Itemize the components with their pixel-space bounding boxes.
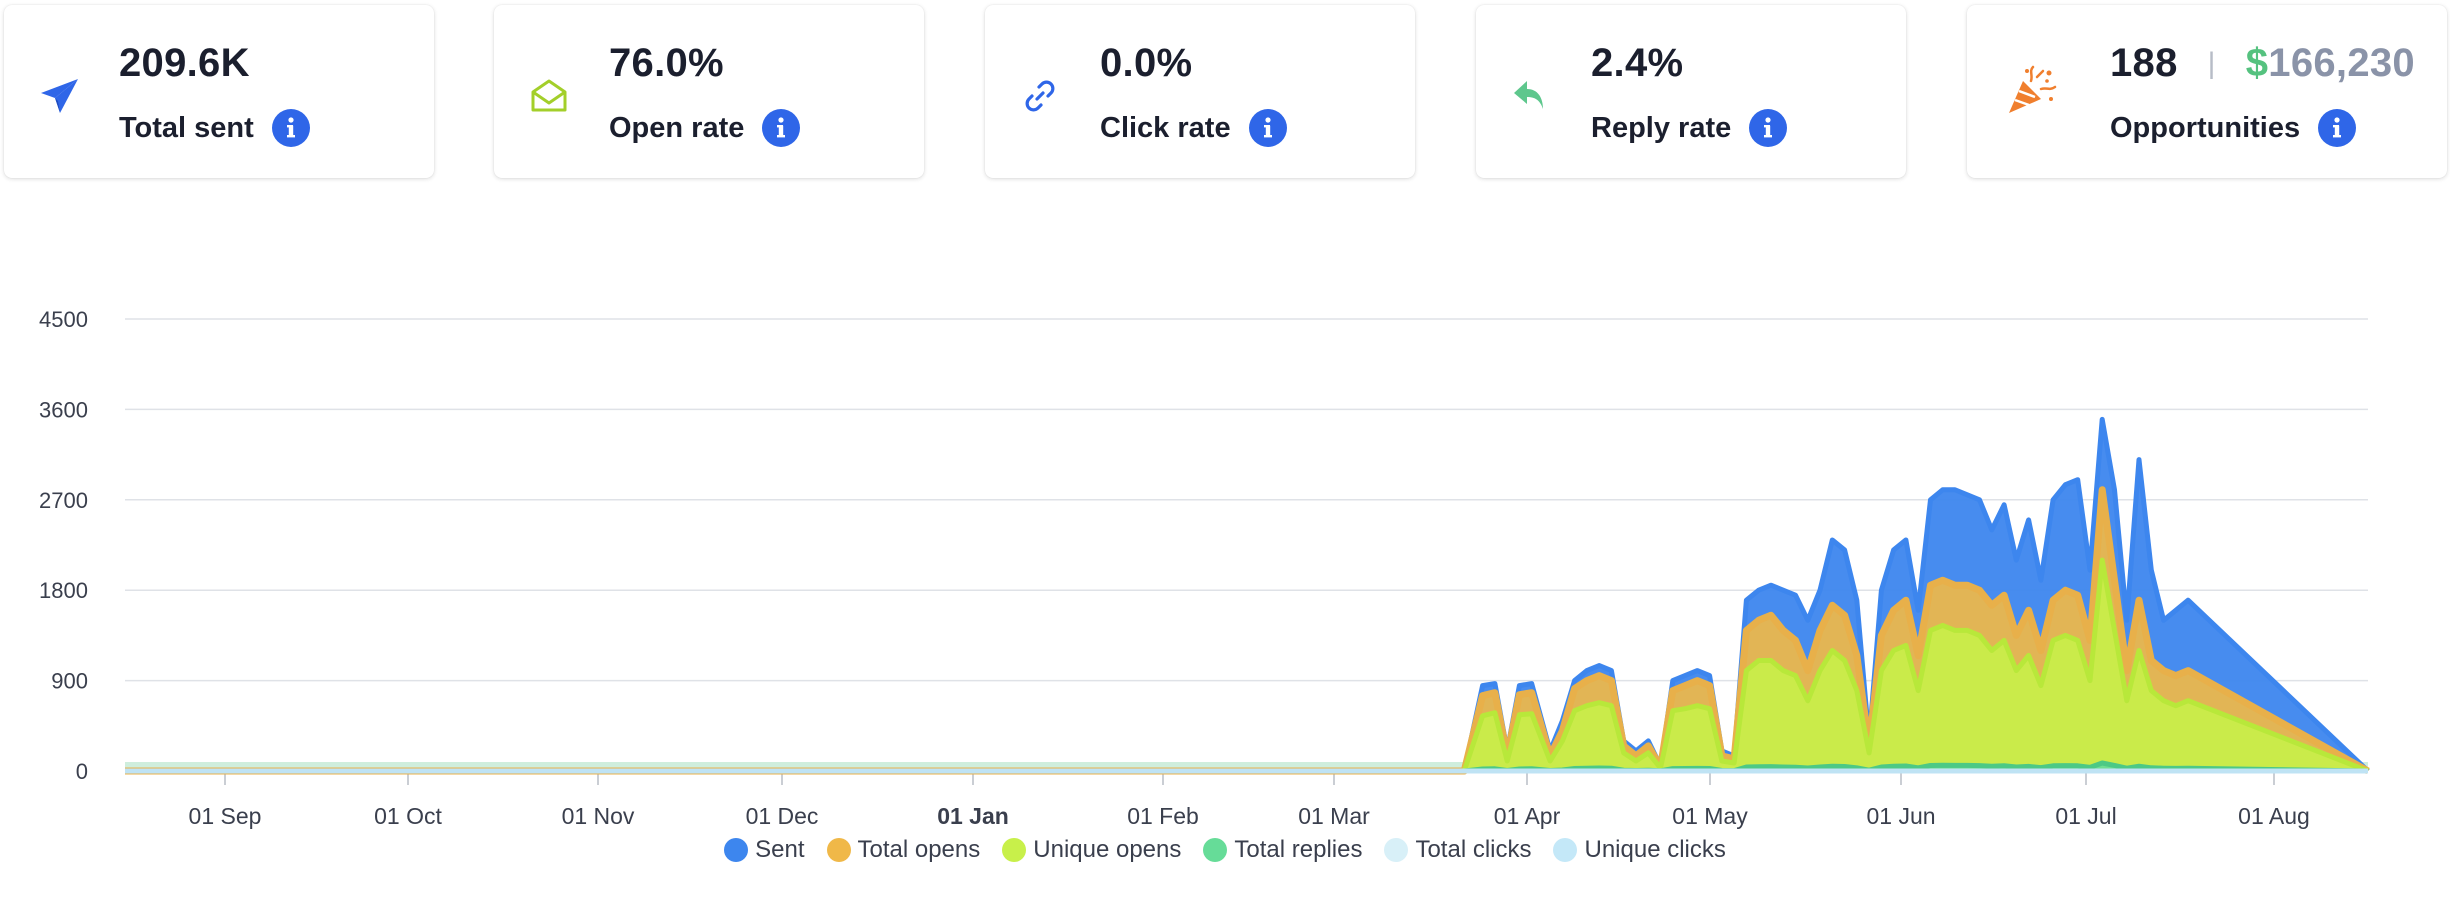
legend-label: Total opens — [857, 836, 981, 863]
currency-symbol: $ — [2245, 41, 2269, 85]
x-tick-label: 01 Mar — [1298, 803, 1370, 829]
legend-dot-total-clicks — [1384, 838, 1409, 862]
info-icon[interactable] — [1749, 109, 1788, 147]
legend-item-unique-clicks[interactable]: Unique clicks — [1553, 836, 1726, 864]
stat-card-click-rate: 0.0% Click rate — [985, 5, 1415, 178]
amount-value: 166,230 — [2268, 41, 2415, 85]
stat-label: Total sent — [119, 111, 254, 144]
stat-value: 0.0% — [1100, 41, 1193, 85]
chart-legend: Sent Total opens Unique opens Total repl… — [0, 836, 2450, 864]
x-tick-label: 01 Feb — [1127, 803, 1199, 829]
legend-dot-unique-opens — [1002, 838, 1027, 862]
y-tick-label: 2700 — [39, 488, 88, 513]
x-tick-label: 01 Aug — [2238, 803, 2310, 829]
stat-value: 209.6K — [119, 41, 250, 85]
legend-item-total-replies[interactable]: Total replies — [1203, 836, 1362, 864]
stat-label: Reply rate — [1591, 111, 1732, 144]
x-tick-label: 01 Dec — [746, 803, 819, 829]
y-tick-label: 900 — [51, 669, 88, 694]
stat-card-open-rate: 76.0% Open rate — [494, 5, 924, 178]
legend-item-total-opens[interactable]: Total opens — [826, 836, 981, 864]
stat-value: 76.0% — [609, 41, 724, 85]
reply-arrow-icon — [1508, 73, 1554, 119]
stat-label-row: Opportunities — [2110, 109, 2357, 147]
stat-label-row: Reply rate — [1591, 109, 1788, 147]
x-tick-label: 01 Sep — [189, 803, 262, 829]
legend-item-sent[interactable]: Sent — [724, 836, 805, 864]
info-icon[interactable] — [1248, 109, 1287, 147]
party-popper-icon — [2003, 63, 2059, 119]
info-icon[interactable] — [2318, 109, 2357, 147]
stat-card-reply-rate: 2.4% Reply rate — [1476, 5, 1906, 178]
y-tick-label: 3600 — [39, 397, 88, 422]
legend-label: Unique opens — [1033, 836, 1182, 863]
stat-label: Opportunities — [2110, 111, 2301, 144]
x-tick-label: 01 Jun — [1866, 803, 1935, 829]
stat-card-opportunities: 188 | $166,230 Opportunities — [1967, 5, 2447, 178]
legend-item-unique-opens[interactable]: Unique opens — [1002, 836, 1181, 864]
stat-card-total-sent: 209.6K Total sent — [4, 5, 434, 178]
info-icon[interactable] — [271, 109, 310, 147]
opportunities-value-row: 188 | $166,230 — [2110, 41, 2415, 86]
legend-label: Sent — [755, 836, 805, 863]
zero-baseline-band — [125, 762, 2368, 771]
x-tick-label: 01 Nov — [562, 803, 635, 829]
separator: | — [2207, 47, 2216, 80]
stat-value: 2.4% — [1591, 41, 1684, 85]
x-tick-label: 01 Oct — [374, 803, 442, 829]
legend-label: Total replies — [1234, 836, 1363, 863]
stat-label: Click rate — [1100, 111, 1231, 144]
paper-plane-icon — [36, 73, 82, 119]
legend-label: Total clicks — [1415, 836, 1532, 863]
campaign-activity-chart: 4500 3600 2700 1800 900 0 01 Sep 01 Oct 01 Nov 01… — [39, 307, 2370, 829]
line-unique-opens — [125, 557, 2369, 774]
x-tick-label: 01 Jan — [937, 803, 1009, 829]
stat-label-row: Open rate — [609, 109, 801, 147]
legend-dot-total-replies — [1203, 838, 1228, 862]
y-tick-label: 0 — [76, 759, 88, 784]
legend-item-total-clicks[interactable]: Total clicks — [1384, 836, 1531, 864]
opportunities-count: 188 — [2110, 41, 2178, 85]
stat-label-row: Click rate — [1100, 109, 1287, 147]
open-envelope-icon — [526, 73, 572, 119]
legend-dot-sent — [724, 838, 749, 862]
area-unique-opens — [125, 560, 2368, 771]
stat-label-row: Total sent — [119, 109, 310, 147]
legend-dot-unique-clicks — [1553, 838, 1578, 862]
y-tick-label: 1800 — [39, 578, 88, 603]
x-tick-label: 01 May — [1672, 803, 1748, 829]
opportunities-amount: $166,230 — [2246, 41, 2415, 85]
x-tick-label: 01 Jul — [2055, 803, 2116, 829]
y-tick-label: 4500 — [39, 307, 88, 332]
stat-label: Open rate — [609, 111, 745, 144]
x-tick-label: 01 Apr — [1494, 803, 1561, 829]
link-icon — [1017, 73, 1063, 119]
legend-dot-total-opens — [826, 838, 851, 862]
info-icon[interactable] — [762, 109, 801, 147]
line-total-opens — [125, 486, 2370, 775]
legend-label: Unique clicks — [1584, 836, 1726, 863]
